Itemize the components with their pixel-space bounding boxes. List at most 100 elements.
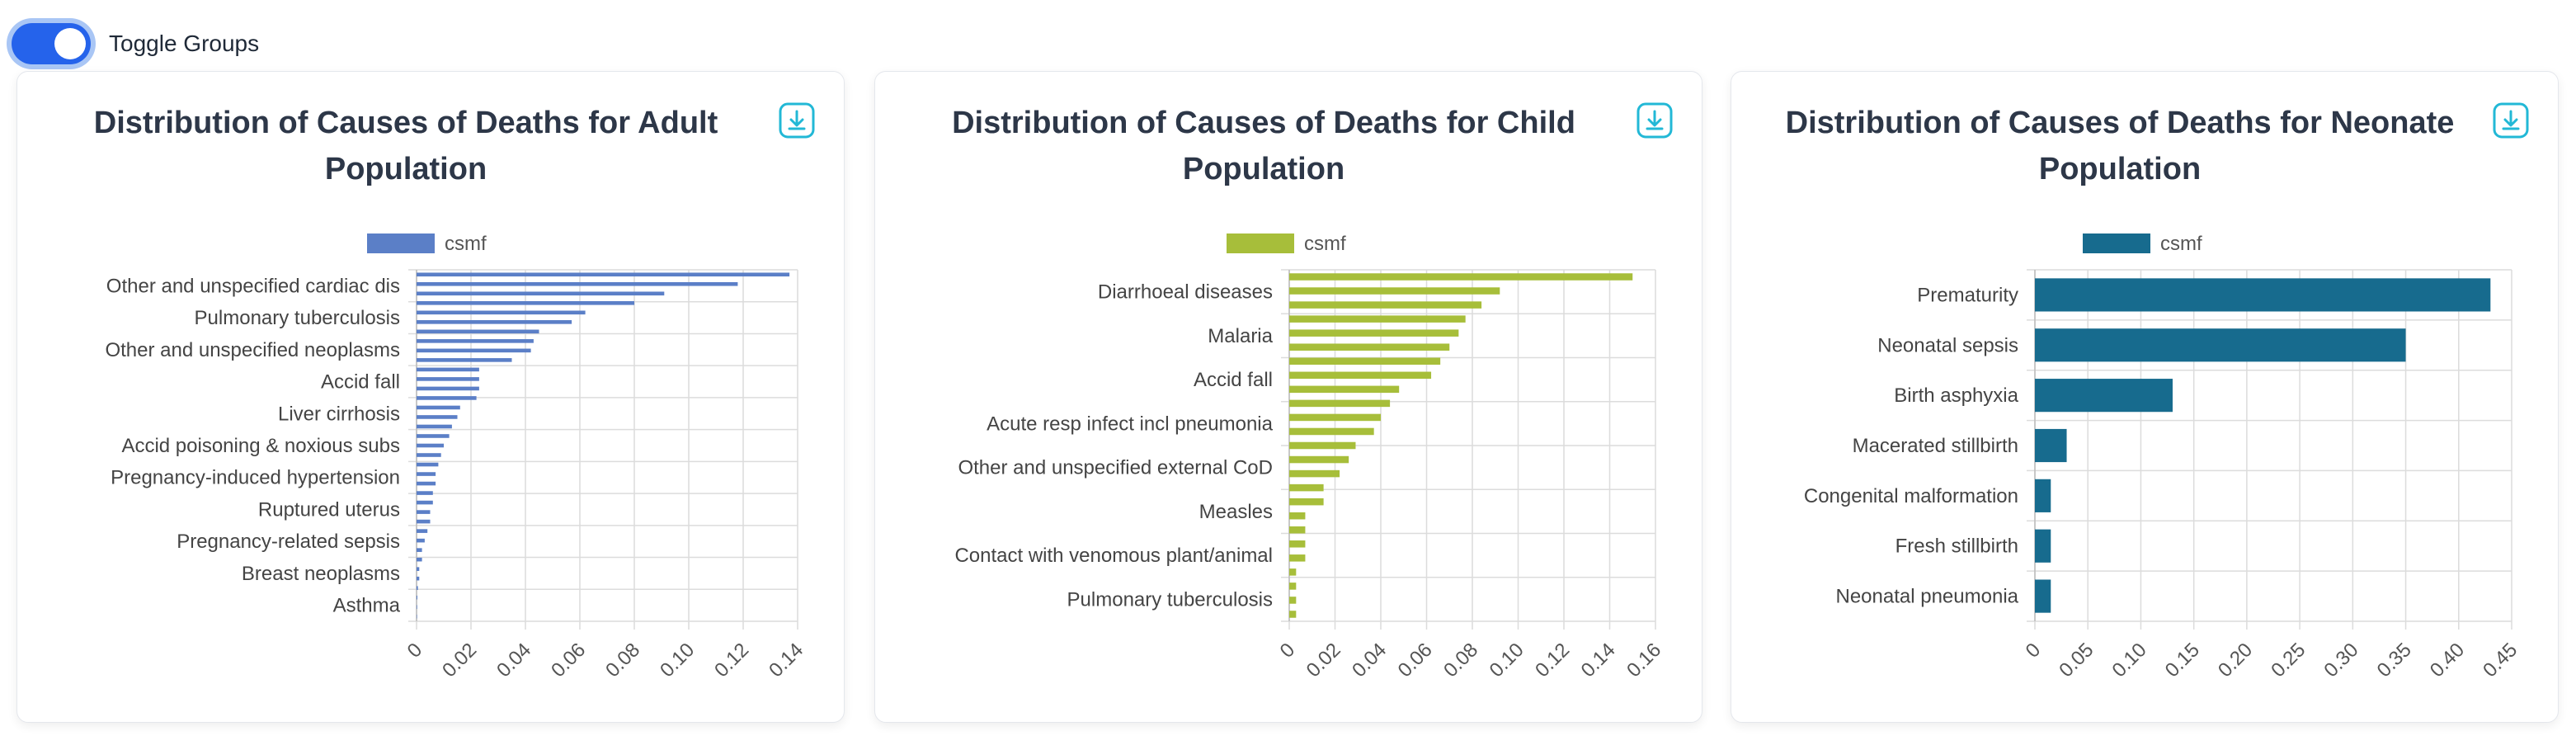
legend-swatch[interactable] xyxy=(2083,233,2150,253)
bar[interactable] xyxy=(1289,611,1297,618)
bar[interactable] xyxy=(1289,512,1306,520)
bar[interactable] xyxy=(417,405,460,410)
bar[interactable] xyxy=(2035,328,2406,362)
bar[interactable] xyxy=(1289,427,1374,436)
legend-label[interactable]: csmf xyxy=(445,233,487,255)
bar[interactable] xyxy=(417,310,586,315)
bar[interactable] xyxy=(417,567,420,571)
bar[interactable] xyxy=(1289,399,1391,408)
neonate-chart-card: Distribution of Causes of Deaths for Neo… xyxy=(1731,71,2559,723)
bar[interactable] xyxy=(417,586,418,591)
bar[interactable] xyxy=(417,300,634,305)
bar[interactable] xyxy=(1289,287,1500,295)
legend-label[interactable]: csmf xyxy=(1304,233,1346,255)
bar[interactable] xyxy=(417,500,433,505)
x-tick-label: 0.25 xyxy=(2267,639,2310,682)
toggle-groups-row: Toggle Groups xyxy=(12,20,259,68)
y-category-label: Ruptured uterus xyxy=(258,498,400,521)
x-tick-label: 0 xyxy=(2022,639,2046,663)
toggle-groups-switch[interactable] xyxy=(12,23,91,64)
legend-swatch[interactable] xyxy=(367,233,435,253)
bar[interactable] xyxy=(2035,428,2067,463)
bar[interactable] xyxy=(1289,455,1349,464)
bar[interactable] xyxy=(417,538,425,543)
legend-label[interactable]: csmf xyxy=(2160,233,2202,255)
bar[interactable] xyxy=(417,529,428,533)
y-category-label: Other and unspecified cardiac dis xyxy=(106,275,400,297)
bar[interactable] xyxy=(1289,315,1466,323)
bar[interactable] xyxy=(417,548,422,552)
x-tick-label: 0.08 xyxy=(1439,639,1482,682)
x-tick-label: 0.40 xyxy=(2426,639,2469,682)
bar[interactable] xyxy=(417,453,441,457)
bar[interactable] xyxy=(417,339,534,343)
download-icon[interactable] xyxy=(2492,101,2530,139)
x-tick-label: 0.12 xyxy=(710,639,753,682)
x-tick-label: 0.20 xyxy=(2214,639,2257,682)
bar[interactable] xyxy=(2035,379,2173,413)
bar[interactable] xyxy=(1289,526,1306,534)
bar[interactable] xyxy=(417,291,665,296)
bar[interactable] xyxy=(2035,278,2491,312)
legend-swatch[interactable] xyxy=(1227,233,1294,253)
download-icon[interactable] xyxy=(1636,101,1674,139)
bar[interactable] xyxy=(417,377,479,381)
bar[interactable] xyxy=(1289,385,1400,394)
x-tick-label: 0.08 xyxy=(601,639,644,682)
bar[interactable] xyxy=(1289,554,1306,562)
bar[interactable] xyxy=(417,462,439,467)
bar[interactable] xyxy=(417,434,450,438)
bar[interactable] xyxy=(417,510,431,514)
bar[interactable] xyxy=(417,396,477,400)
bar[interactable] xyxy=(1289,483,1324,492)
x-tick-label: 0.35 xyxy=(2373,639,2416,682)
bar[interactable] xyxy=(2035,479,2051,512)
download-icon[interactable] xyxy=(778,101,816,139)
bar[interactable] xyxy=(417,557,422,562)
y-category-label: Contact with venomous plant/animal xyxy=(954,545,1273,567)
chart-title: Distribution of Causes of Deaths for Neo… xyxy=(1785,106,2455,186)
y-category-label: Neonatal sepsis xyxy=(1877,334,2018,356)
bar[interactable] xyxy=(417,281,738,286)
toggle-groups-label: Toggle Groups xyxy=(109,31,260,56)
bar[interactable] xyxy=(417,481,436,486)
y-category-label: Breast neoplasms xyxy=(242,563,400,585)
bar[interactable] xyxy=(417,491,433,495)
bar[interactable] xyxy=(1289,301,1482,309)
bar[interactable] xyxy=(417,358,512,362)
y-category-label: Other and unspecified external CoD xyxy=(958,457,1273,479)
bar[interactable] xyxy=(417,272,790,277)
bar[interactable] xyxy=(1289,540,1306,548)
bar[interactable] xyxy=(417,348,531,353)
bar[interactable] xyxy=(1289,329,1459,337)
bar[interactable] xyxy=(1289,583,1297,590)
bar[interactable] xyxy=(1289,469,1340,478)
bar[interactable] xyxy=(1289,371,1432,380)
bar[interactable] xyxy=(1289,568,1297,576)
bar[interactable] xyxy=(1289,597,1297,604)
bar[interactable] xyxy=(2035,529,2051,563)
bar[interactable] xyxy=(417,320,572,324)
bar[interactable] xyxy=(1289,343,1450,351)
y-category-label: Pregnancy-induced hypertension xyxy=(111,467,400,489)
bar[interactable] xyxy=(417,386,479,391)
chart-title: Distribution of Causes of Deaths for Chi… xyxy=(952,106,1575,186)
x-tick-label: 0.02 xyxy=(1302,639,1345,682)
bar[interactable] xyxy=(2035,579,2051,613)
bar[interactable] xyxy=(417,443,444,448)
bar[interactable] xyxy=(417,424,452,429)
y-category-label: Accid poisoning & noxious subs xyxy=(121,435,400,457)
bar[interactable] xyxy=(1289,498,1324,506)
bar[interactable] xyxy=(417,472,436,476)
bar[interactable] xyxy=(417,519,431,524)
bar[interactable] xyxy=(417,367,479,372)
bar[interactable] xyxy=(417,415,458,419)
bar[interactable] xyxy=(1289,441,1356,450)
bar[interactable] xyxy=(417,329,539,334)
bar[interactable] xyxy=(1289,273,1633,281)
bar[interactable] xyxy=(1289,357,1441,366)
bar[interactable] xyxy=(1289,413,1381,422)
x-tick-label: 0.14 xyxy=(765,639,808,682)
x-tick-label: 0.06 xyxy=(547,639,590,682)
bar[interactable] xyxy=(417,576,420,581)
